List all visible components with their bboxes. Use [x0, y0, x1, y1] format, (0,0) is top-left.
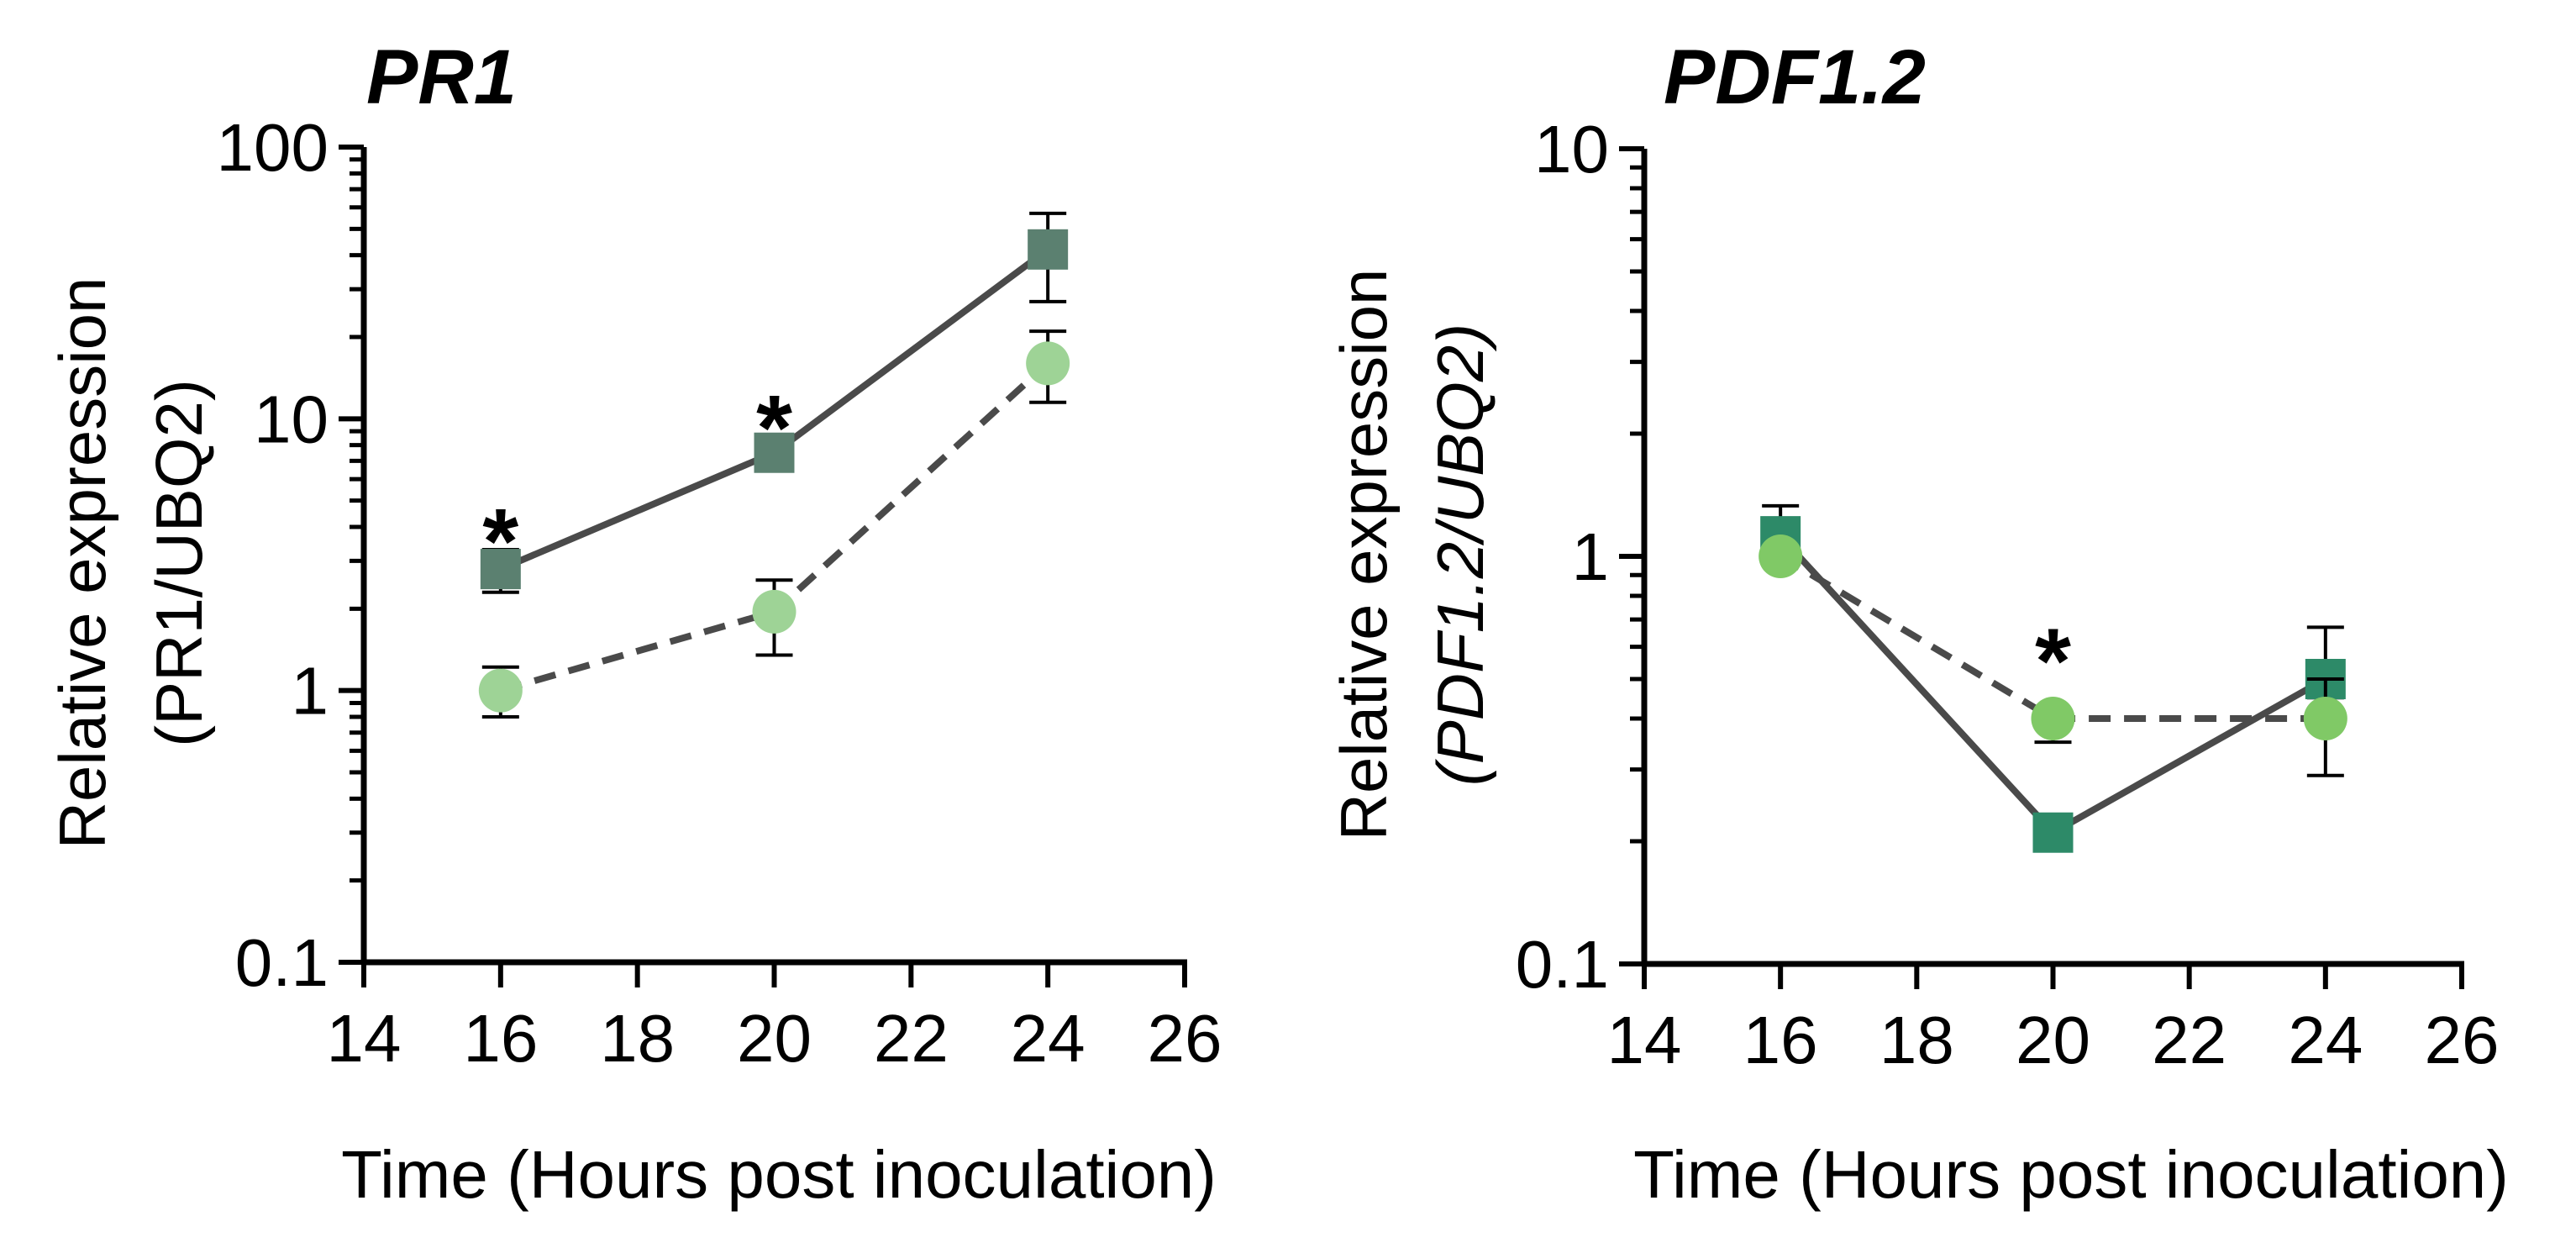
pr1-significance-marker: * — [482, 490, 518, 593]
pr1-series-2 — [478, 329, 1070, 719]
pr1-data-point-square — [1028, 229, 1069, 270]
pr1-x-tick-label: 26 — [1148, 1001, 1222, 1076]
pdf12-x-tick-label: 22 — [2152, 1003, 2226, 1077]
pdf12-x-tick-label: 16 — [1743, 1003, 1818, 1077]
pdf12-y-tick-label: 0.1 — [1516, 927, 1609, 1002]
pdf12-data-point-square — [2032, 812, 2074, 853]
pdf12-significance-marker: * — [2035, 610, 2071, 714]
pr1-data-point-square — [754, 432, 795, 473]
pr1-x-tick-label: 18 — [600, 1001, 675, 1076]
pr1-x-tick-label: 16 — [463, 1001, 538, 1076]
pr1-y-tick-label: 0.1 — [235, 925, 329, 1000]
pr1-y-tick-label: 10 — [254, 382, 329, 456]
pr1-xlabel: Time (Hours post inoculation) — [341, 1137, 1217, 1212]
pdf12-x-tick-label: 18 — [1879, 1003, 1954, 1077]
pr1-title: PR1 — [366, 34, 517, 120]
pdf12-xlabel: Time (Hours post inoculation) — [1633, 1137, 2509, 1212]
pdf12-data-point-circle — [2031, 697, 2075, 741]
pr1-y-tick-label: 1 — [292, 654, 329, 729]
pr1-data-point-square — [480, 549, 521, 590]
pr1-significance-marker: * — [756, 377, 792, 480]
pdf12-x-tick-label: 20 — [2016, 1003, 2090, 1077]
pdf12-y-tick-label: 1 — [1572, 519, 1610, 594]
pr1-x-tick-label: 14 — [327, 1001, 402, 1076]
pr1-series-1 — [480, 211, 1069, 594]
pr1-data-point-circle — [478, 668, 523, 713]
pdf12-series-2 — [1759, 534, 2347, 777]
pr1-x-tick-label: 22 — [874, 1001, 949, 1076]
pdf12-title: PDF1.2 — [1664, 34, 1926, 120]
pr1-ylabel-line1: Relative expression — [45, 277, 119, 850]
pr1-panel: PR1 Relative expression (PR1/UBQ2) Time … — [45, 34, 1222, 1212]
pdf12-ylabel-line2: (PDF1.2/UBQ2) — [1423, 324, 1497, 786]
pr1-x-tick-label: 20 — [737, 1001, 812, 1076]
pdf12-y-tick-label: 10 — [1534, 112, 1609, 187]
pdf12-x-tick-label: 14 — [1607, 1003, 1682, 1077]
pdf12-series-2-line — [1779, 553, 2326, 723]
pr1-ylabel-line2: (PR1/UBQ2) — [142, 379, 216, 747]
pdf12-data-point-circle — [1759, 534, 1803, 578]
pdf12-x-tick-label: 24 — [2288, 1003, 2363, 1077]
pr1-data-point-circle — [1026, 341, 1070, 386]
pr1-y-tick-label: 100 — [217, 110, 329, 185]
pdf12-panel: PDF1.2 Relative expression (PDF1.2/UBQ2)… — [1327, 34, 2509, 1212]
pdf12-data-point-circle — [2303, 697, 2347, 741]
pr1-x-tick-label: 24 — [1011, 1001, 1086, 1076]
pdf12-ylabel-line1: Relative expression — [1327, 269, 1401, 841]
pr1-data-point-circle — [752, 589, 796, 634]
pdf12-x-tick-label: 26 — [2425, 1003, 2500, 1077]
